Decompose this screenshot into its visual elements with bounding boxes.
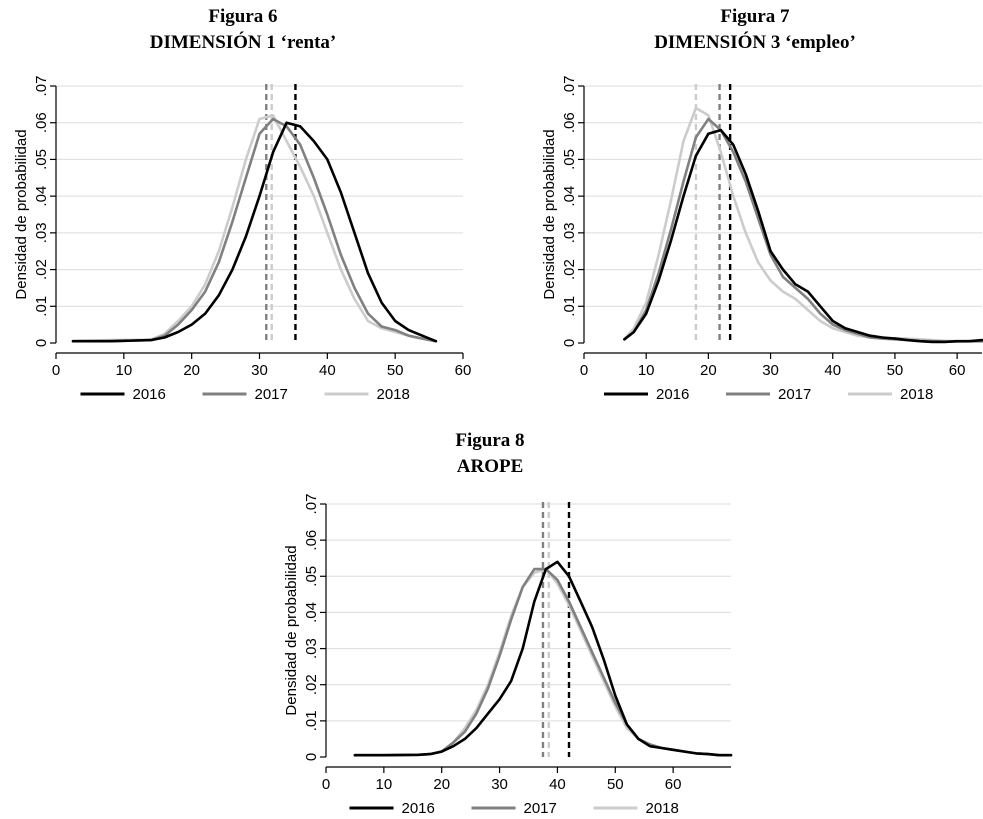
figure-7-y-tick-label: .05 — [561, 149, 578, 170]
figure-7-title: Figura 7 DIMENSIÓN 3 ‘empleo’ — [620, 4, 890, 56]
figure-8-y-tick-label: .03 — [303, 638, 320, 659]
figure-8-y-tick-label: .05 — [303, 566, 320, 587]
figure-8-heading: AROPE — [456, 456, 524, 477]
figure-7-y-tick-label: .07 — [561, 76, 578, 97]
figure-6-x-tick-label: 40 — [319, 362, 336, 379]
figure-7-y-tick-label: .04 — [561, 186, 578, 207]
figure-7-y-axis-label: Densidad de probabilidad — [541, 129, 558, 299]
figure-8-y-tick-label: 0 — [303, 753, 320, 761]
figure-8-y-tick-label: .02 — [303, 674, 320, 695]
figure-6-x-tick-label: 0 — [52, 362, 60, 379]
figure-6-x-tick-label: 20 — [183, 362, 200, 379]
figure-6-legend-label-2016: 2016 — [133, 386, 166, 403]
figure-6-x-tick-label: 50 — [387, 362, 404, 379]
figure-8-x-tick-label: 20 — [433, 776, 450, 793]
figure-6-x-tick-label: 60 — [455, 362, 472, 379]
figure-6-y-tick-label: .04 — [33, 186, 50, 207]
figure-8-y-tick-label: .06 — [303, 530, 320, 551]
figure-6-y-tick-label: .06 — [33, 112, 50, 133]
figure-7-y-tick-label: 0 — [561, 339, 578, 347]
figure-8-y-axis-label: Densidad de probabilidad — [283, 545, 300, 715]
figure-7-x-tick-label: 40 — [824, 362, 841, 379]
figure-8-x-tick-label: 10 — [376, 776, 393, 793]
figure-8-x-tick-label: 40 — [549, 776, 566, 793]
figure-8-y-tick-label: .04 — [303, 602, 320, 623]
figure-8-legend-label-2017: 2017 — [524, 800, 557, 817]
figure-7-legend-label-2017: 2017 — [778, 386, 811, 403]
figure-6-y-tick-label: .07 — [33, 76, 50, 97]
figure-7-x-tick-label: 20 — [700, 362, 717, 379]
figure-6-y-tick-label: .02 — [33, 259, 50, 280]
figure-6-series-2016 — [71, 121, 438, 343]
figure-7-x-tick-label: 30 — [762, 362, 779, 379]
figure-8-title: Figura 8 AROPE — [390, 428, 590, 480]
figure-6-series-2017 — [71, 117, 438, 343]
figure-7-y-tick-label: .03 — [561, 222, 578, 243]
figure-6-y-axis-label: Densidad de probabilidad — [13, 129, 30, 299]
figure-6-title: Figura 6 DIMENSIÓN 1 ‘renta’ — [118, 4, 368, 56]
figure-6-legend-label-2017: 2017 — [255, 386, 288, 403]
figure-7-y-tick-label: .06 — [561, 112, 578, 133]
figure-7-series-2018 — [623, 106, 983, 343]
figure-8-y-tick-label: .07 — [303, 494, 320, 515]
figure-6-series-2018 — [71, 114, 438, 343]
figure-7-x-tick-label: 50 — [887, 362, 904, 379]
figure-7-x-tick-label: 10 — [638, 362, 655, 379]
figure-7-heading: DIMENSIÓN 3 ‘empleo’ — [654, 32, 856, 53]
figure-8-x-tick-label: 60 — [665, 776, 682, 793]
figure-6-y-tick-label: .01 — [33, 296, 50, 317]
figure-6-y-tick-label: .03 — [33, 222, 50, 243]
figure-7-y-tick-label: .01 — [561, 296, 578, 317]
figure-7-y-tick-label: .02 — [561, 259, 578, 280]
figure-8-y-tick-label: .01 — [303, 710, 320, 731]
figure-8-x-tick-label: 0 — [322, 776, 330, 793]
figure-7-legend-label-2016: 2016 — [656, 386, 689, 403]
figure-6-label: Figura 6 — [208, 6, 278, 27]
figure-6-y-tick-label: .05 — [33, 149, 50, 170]
figure-8-label: Figura 8 — [455, 430, 525, 451]
figure-7-x-tick-label: 60 — [949, 362, 966, 379]
figure-7-series-2016 — [623, 128, 983, 344]
figure-6-legend-label-2018: 2018 — [377, 386, 410, 403]
figure-8-series-2016 — [353, 560, 733, 757]
figure-7-x-tick-label: 0 — [580, 362, 588, 379]
figure-8-legend-label-2016: 2016 — [402, 800, 435, 817]
figure-6-heading: DIMENSIÓN 1 ‘renta’ — [149, 32, 337, 53]
figure-7-label: Figura 7 — [720, 6, 790, 27]
figure-8-legend-label-2018: 2018 — [646, 800, 679, 817]
figure-8-x-tick-label: 30 — [491, 776, 508, 793]
figure-6-y-tick-label: 0 — [33, 339, 50, 347]
figure-6-x-tick-label: 30 — [251, 362, 268, 379]
figure-6-x-tick-label: 10 — [115, 362, 132, 379]
figure-8-x-tick-label: 50 — [607, 776, 624, 793]
figure-7-legend-label-2018: 2018 — [900, 386, 933, 403]
